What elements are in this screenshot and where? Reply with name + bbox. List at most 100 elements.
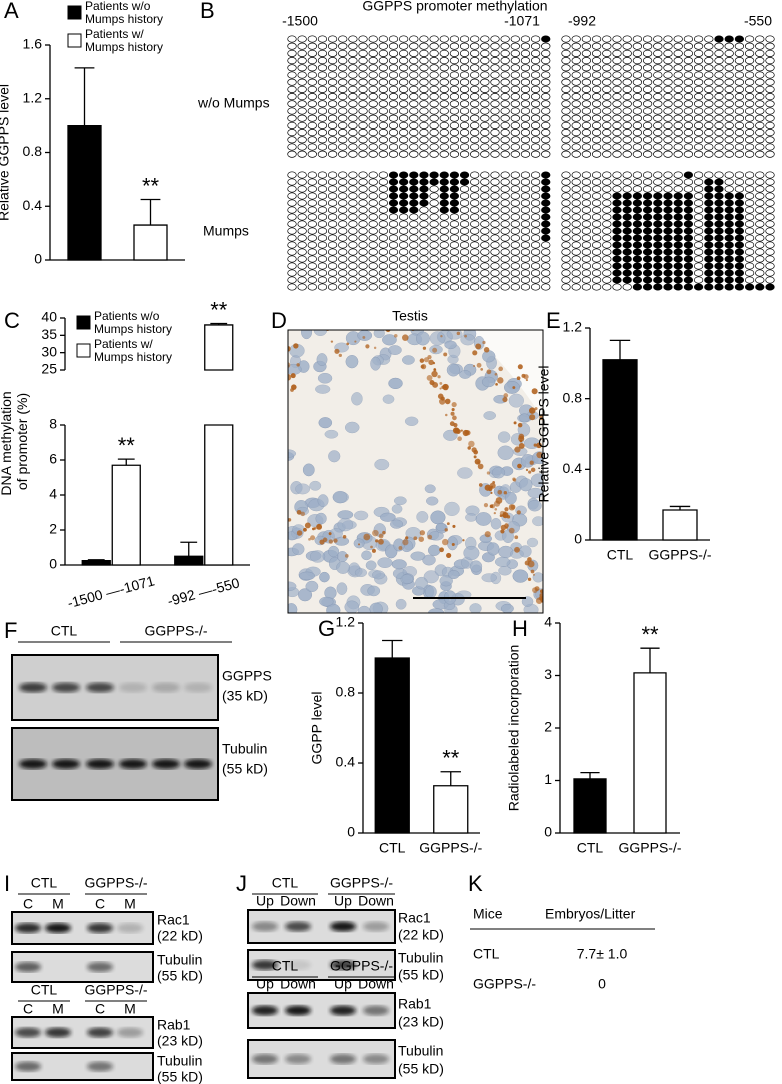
stain [516,376,521,381]
cpg-site [724,255,734,263]
cpg-site [622,255,632,263]
cpg-site [744,262,755,270]
cpg-site [642,42,653,50]
cpg-site [429,241,439,249]
group-label: GGPPS-/- [330,958,393,974]
cpg-site [348,206,358,214]
cpg-site [307,220,317,228]
cpg-site [348,234,358,242]
y-tick-label: 0.4 [23,197,43,213]
cpg-site [602,100,612,108]
cpg-site [612,178,622,186]
cpg-site [429,206,439,214]
cpg-site [581,64,592,72]
cpg-site [297,255,307,263]
cpg-site [581,114,592,122]
cpg-site [612,150,622,158]
nucleus [446,363,460,377]
cpg-site [642,171,653,179]
stain [375,539,379,543]
stain [427,534,433,540]
cpg-site [388,255,399,263]
cpg-site [338,283,348,291]
cpg-site [632,114,643,122]
cpg-site [755,283,765,291]
cpg-site [683,42,694,50]
stain [451,402,457,408]
cpg-site [317,269,328,277]
cpg-site [530,192,541,200]
cpg-site [663,114,673,122]
cpg-site [602,241,612,249]
nucleus [503,380,521,394]
cpg-site [439,35,449,43]
cpg-site [765,255,775,263]
cpg-site [602,107,612,115]
stain [277,470,282,475]
cpg-site [459,49,470,57]
cpg-site [530,171,541,179]
cpg-site [500,171,510,179]
cpg-site [561,199,571,207]
cpg-site [602,206,612,214]
cpg-site [571,42,581,50]
nucleus [427,544,441,556]
cpg-site [287,276,297,284]
cpg-site [520,241,531,249]
cpg-site [642,136,653,144]
cpg-site [500,71,510,79]
cpg-site [480,129,490,137]
cpg-site [591,178,602,186]
cpg-site [765,64,775,72]
lane-label: Up [256,893,274,909]
cpg-site [755,129,765,137]
nucleus [391,504,403,514]
cpg-site [571,85,581,93]
stain [525,468,529,472]
cpg-site [480,241,490,249]
cpg-site [439,150,449,158]
cpg-site [530,276,541,284]
cpg-site [399,248,409,256]
stain [440,396,445,401]
cpg-site [470,49,480,57]
cpg-site [714,78,724,86]
cpg-site [693,78,704,86]
cpg-site [561,49,571,57]
cpg-site [348,64,358,72]
lane-label: Up [334,893,352,909]
cpg-site [520,121,531,129]
cpg-site [541,178,551,186]
stain [452,415,457,421]
cpg-site [581,143,592,151]
cpg-site [693,269,704,277]
cpg-site [591,93,602,101]
stain [480,368,484,371]
cpg-site [612,234,622,242]
stain [467,446,471,450]
cpg-site [368,213,378,221]
cpg-site [348,100,358,108]
cpg-site [480,35,490,43]
cpg-site [724,143,734,151]
cpg-site [409,178,419,186]
cpg-site [541,206,551,214]
nucleus [318,417,333,429]
y-axis-label: GGPP level [309,692,325,765]
cpg-site [632,129,643,137]
cpg-site [297,42,307,50]
cpg-site [510,241,520,249]
cpg-site [297,78,307,86]
cpg-site [287,49,297,57]
cpg-site [368,234,378,242]
stain [534,586,540,592]
cpg-site [520,143,531,151]
cpg-site [642,78,653,86]
cpg-site [520,199,531,207]
cpg-site [490,64,500,72]
cpg-site [765,213,775,221]
cpg-site [399,220,409,228]
cpg-site [327,150,338,158]
cpg-site [378,269,389,277]
stain [322,537,328,543]
